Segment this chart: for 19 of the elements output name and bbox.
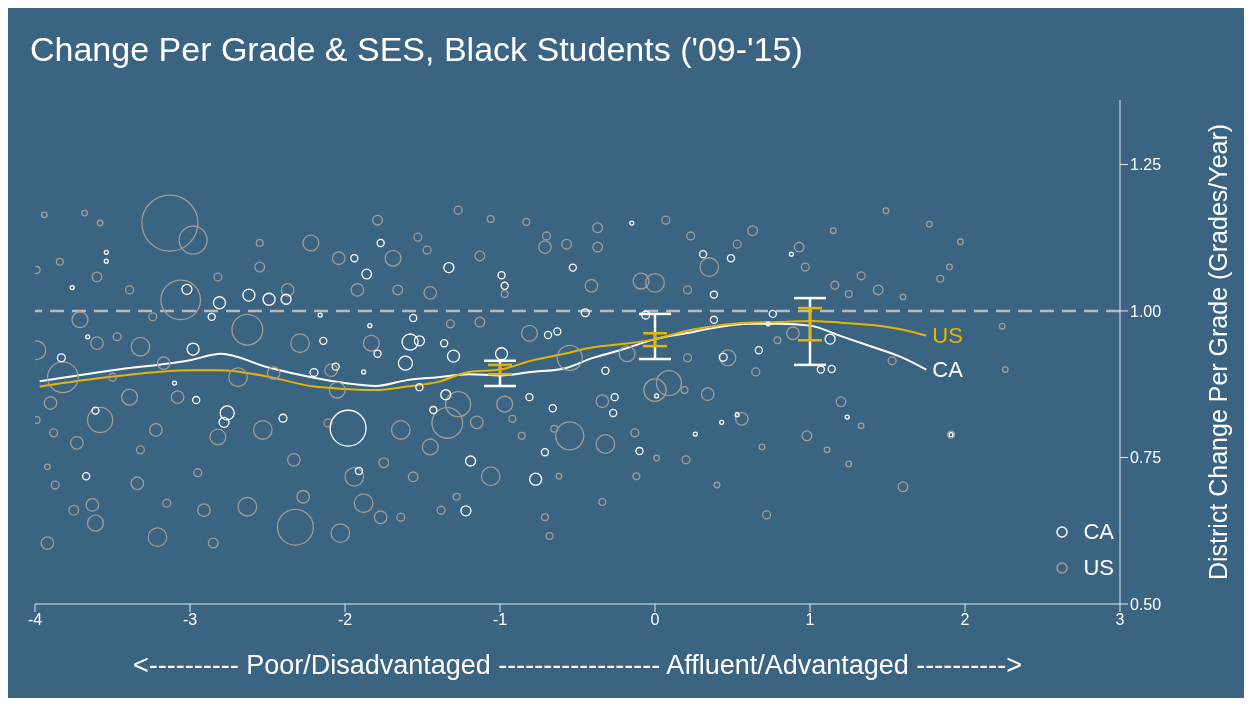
y-tick-label: 1.25 — [1130, 156, 1162, 174]
legend-label: US — [1083, 555, 1114, 581]
y-tick-label: 1.00 — [1130, 302, 1162, 320]
y-tick-label: 0.50 — [1130, 595, 1162, 613]
series-label: CA — [932, 357, 964, 383]
x-tick-label: -4 — [27, 611, 43, 629]
x-tick-label: 0 — [650, 611, 660, 629]
x-axis-title: <---------- Poor/Disadvantaged ------------------ Affluent/Advantaged ----------> — [132, 650, 1023, 680]
x-tick-label: 3 — [1115, 611, 1125, 629]
x-tick-label: -1 — [492, 611, 508, 629]
legend-label: CA — [1083, 519, 1114, 545]
y-axis-title: District Change Per Grade (Grades/Year) — [1203, 123, 1232, 581]
x-tick-label: 1 — [805, 611, 815, 629]
series-label: US — [932, 323, 963, 349]
x-tick-label: -2 — [337, 611, 353, 629]
x-tick-label: -3 — [182, 611, 198, 629]
x-tick-label: 2 — [960, 611, 970, 629]
y-tick-label: 0.75 — [1130, 449, 1162, 467]
chart-title: Change Per Grade & SES, Black Students ('09-'15) — [30, 30, 803, 69]
